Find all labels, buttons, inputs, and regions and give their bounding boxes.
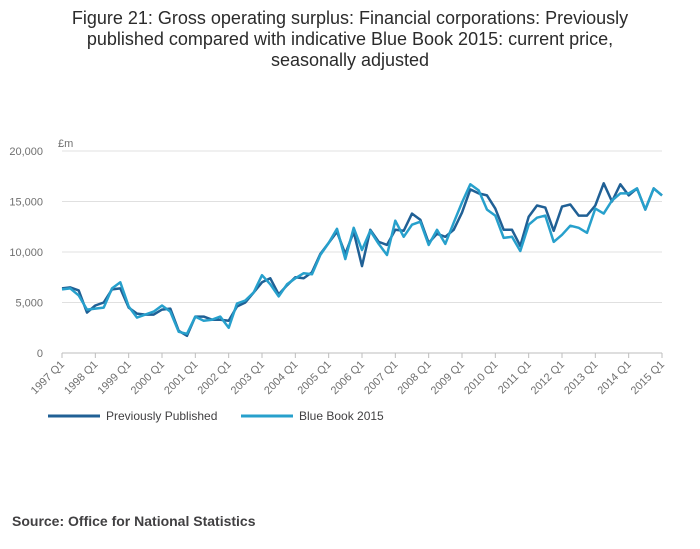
x-tick-label: 2000 Q1 bbox=[129, 359, 167, 397]
x-tick-label: 2007 Q1 bbox=[362, 359, 400, 397]
source-note: Source: Office for National Statistics bbox=[12, 513, 256, 529]
chart-title: Figure 21: Gross operating surplus: Fina… bbox=[20, 8, 680, 71]
title-line-1: Figure 21: Gross operating surplus: Fina… bbox=[71, 8, 629, 28]
x-tick-label: 2010 Q1 bbox=[462, 359, 500, 397]
legend-blue-book-2015-label: Blue Book 2015 bbox=[299, 409, 384, 423]
x-tick-label: 2015 Q1 bbox=[629, 359, 667, 397]
x-tick-label: 2009 Q1 bbox=[429, 359, 467, 397]
y-tick-label: 5,000 bbox=[15, 298, 43, 310]
y-tick-label: 15,000 bbox=[9, 197, 43, 209]
x-tick-label: 2013 Q1 bbox=[562, 359, 600, 397]
x-tick-label: 2002 Q1 bbox=[195, 359, 233, 397]
legend-previously-published-label: Previously Published bbox=[106, 409, 217, 423]
x-tick-label: 2011 Q1 bbox=[496, 359, 534, 397]
title-line-2: published compared with indicative Blue … bbox=[86, 29, 614, 49]
x-tick-label: 2001 Q1 bbox=[162, 359, 200, 397]
x-tick-label: 2003 Q1 bbox=[229, 359, 267, 397]
x-tick-label: 1999 Q1 bbox=[95, 359, 133, 397]
title-line-3: seasonally adjusted bbox=[270, 50, 430, 70]
x-tick-label: 1998 Q1 bbox=[62, 359, 100, 397]
x-tick-label: 2008 Q1 bbox=[395, 359, 433, 397]
y-tick-label: 10,000 bbox=[9, 247, 43, 259]
series-line-blue-book-2015 bbox=[61, 183, 663, 336]
x-tick-label: 2005 Q1 bbox=[295, 359, 333, 397]
y-axis-label: £m bbox=[58, 138, 73, 150]
y-tick-label: 0 bbox=[37, 348, 43, 360]
x-tick-label: 2012 Q1 bbox=[529, 359, 567, 397]
x-tick-label: 2004 Q1 bbox=[262, 359, 300, 397]
x-tick-label: 2006 Q1 bbox=[329, 359, 367, 397]
series-line-previously-published bbox=[61, 182, 663, 338]
x-tick-label: 1997 Q1 bbox=[29, 359, 67, 397]
x-tick-label: 2014 Q1 bbox=[595, 359, 633, 397]
y-tick-label: 20,000 bbox=[9, 146, 43, 158]
